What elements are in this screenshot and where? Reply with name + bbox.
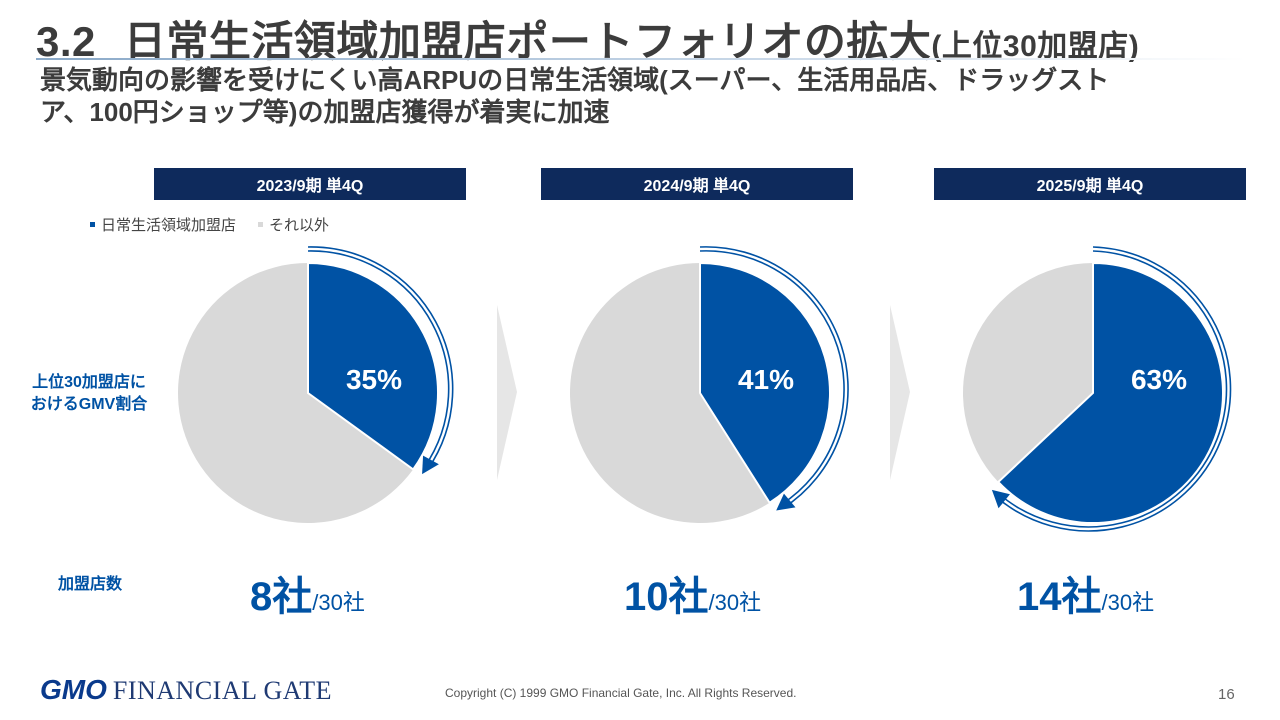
pie-arrow-head <box>776 493 796 511</box>
title-main: 日常生活領域加盟店ポートフォリオの拡大 <box>123 18 932 65</box>
copyright-text: Copyright (C) 1999 GMO Financial Gate, I… <box>445 686 797 700</box>
pie-slice-daily-life <box>307 261 439 471</box>
logo-gmo: GMO <box>40 674 107 705</box>
merchant-count-2023: 8社/30社 <box>250 564 365 622</box>
merchant-count-total: /30社 <box>708 590 762 615</box>
pie-slice-other <box>178 263 414 523</box>
pie-chart-2024: 41% <box>570 246 849 523</box>
merchant-count-total: /30社 <box>1101 590 1155 615</box>
merchant-count-2024: 10社/30社 <box>624 564 761 622</box>
pie-growth-arc <box>699 246 849 509</box>
merchant-count-total: /30社 <box>312 590 365 615</box>
merchant-count-2025: 14社/30社 <box>1017 564 1154 622</box>
pie-percent-label: 63% <box>1131 364 1187 395</box>
legend-label-daily-life: 日常生活領域加盟店 <box>101 217 237 234</box>
pie-chart-2023: 35% <box>178 246 454 523</box>
pie-growth-arc <box>994 246 1232 532</box>
period-header-2024: 2024/9期 単4Q <box>541 168 853 200</box>
period-header-2025: 2025/9期 単4Q <box>934 168 1246 200</box>
pie-slice-daily-life <box>699 261 831 505</box>
legend-item-other: それ以外 <box>258 214 329 235</box>
company-logo: GMO FINANCIAL GATE <box>40 674 332 706</box>
section-number: 3.2 <box>36 18 96 65</box>
row-label-merchant-count: 加盟店数 <box>57 576 122 593</box>
pie-growth-arc <box>307 250 450 468</box>
title-underline <box>36 58 1246 60</box>
pie-percent-label: 41% <box>738 364 794 395</box>
page-number: 16 <box>1218 686 1235 703</box>
chevron-right-icon <box>497 305 517 480</box>
pie-slice-daily-life <box>996 261 1224 524</box>
pie-arrow-head <box>991 489 1010 509</box>
chevron-right-icon <box>890 305 910 480</box>
legend-swatch-daily-life <box>90 222 95 227</box>
legend-item-daily-life: 日常生活領域加盟店 <box>90 214 236 235</box>
pie-chart-2025: 63% <box>963 246 1232 532</box>
pie-percent-label: 35% <box>346 364 402 395</box>
pie-growth-arc <box>699 250 845 506</box>
period-header-2023: 2023/9期 単4Q <box>154 168 466 200</box>
legend-label-other: それ以外 <box>269 217 330 234</box>
chart-legend: 日常生活領域加盟店 それ以外 <box>90 214 329 235</box>
merchant-count-value: 10社 <box>624 575 709 619</box>
row-label-gmv-share: 上位30加盟店に おけるGMV割合 <box>30 374 148 413</box>
pie-slice-other <box>963 263 1093 482</box>
legend-swatch-other <box>258 222 264 227</box>
merchant-count-value: 14社 <box>1017 575 1102 619</box>
merchant-count-value: 8社 <box>250 575 313 619</box>
logo-company-name: FINANCIAL GATE <box>112 676 332 705</box>
pie-arrow-head <box>422 455 439 475</box>
page-title: 3.2 日常生活領域加盟店ポートフォリオの拡大(上位30加盟店) <box>36 8 1139 69</box>
pie-slice-other <box>570 263 770 523</box>
page-subtitle: 景気動向の影響を受けにくい高ARPUの日常生活領域(スーパー、生活用品店、ドラッ… <box>40 65 1110 127</box>
pie-growth-arc <box>307 246 454 470</box>
pie-growth-arc <box>997 250 1228 528</box>
title-suffix: (上位30加盟店) <box>931 30 1140 63</box>
